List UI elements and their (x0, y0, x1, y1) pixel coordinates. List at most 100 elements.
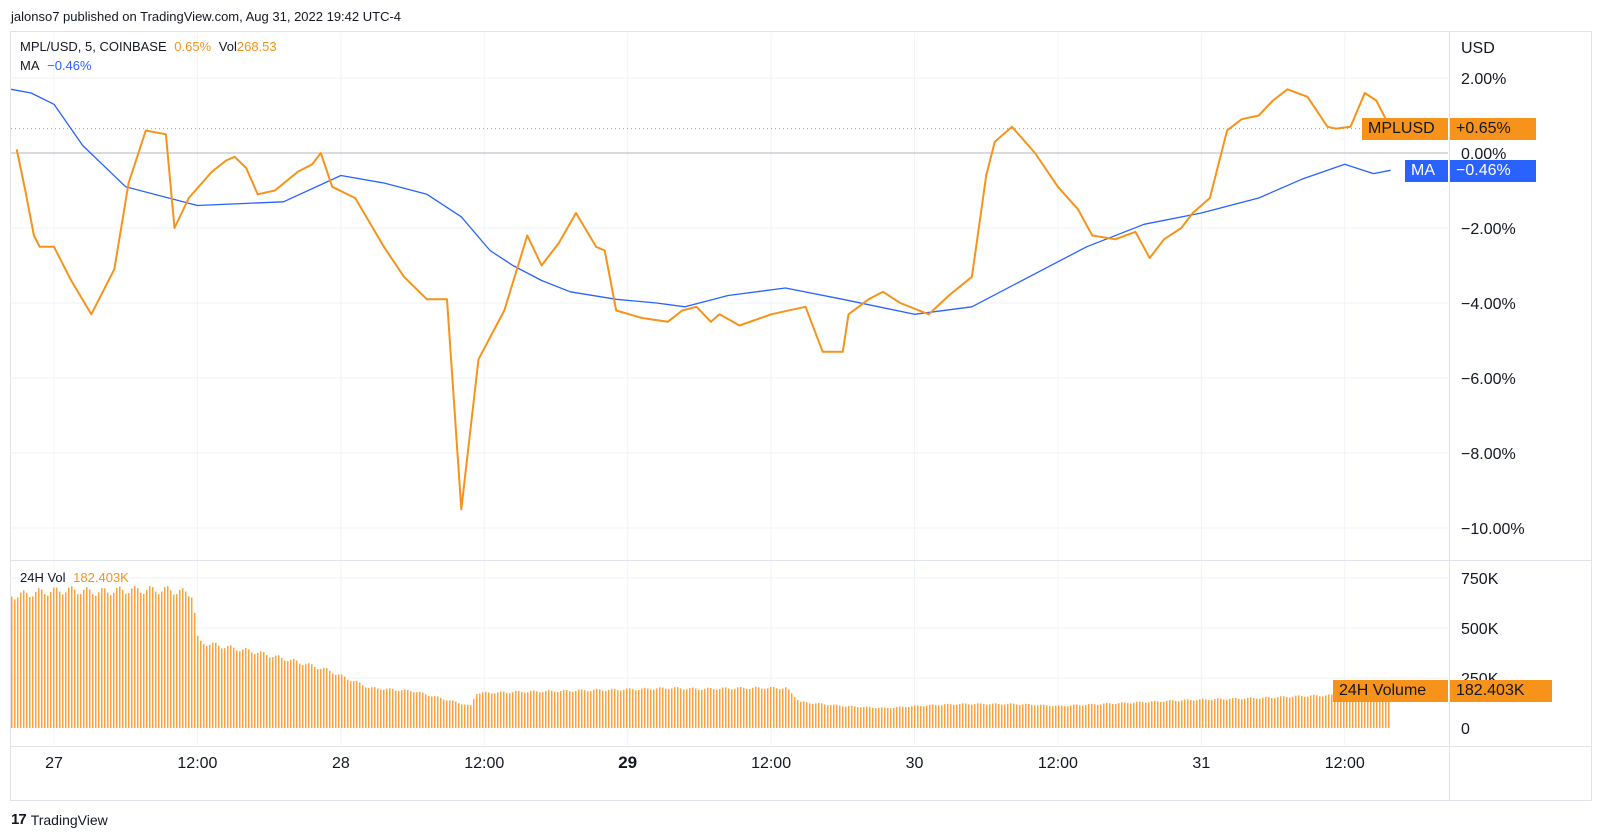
volume-bar (473, 699, 475, 728)
volume-bar (836, 704, 838, 728)
volume-bar (584, 690, 586, 728)
volume-bar (791, 693, 793, 728)
price-tick-label: −10.00% (1461, 521, 1525, 538)
volume-bar (710, 688, 712, 728)
volume-bar (794, 697, 796, 728)
legend-vol-label: Vol (218, 39, 237, 54)
volume-bar (872, 707, 874, 728)
volume-bar (1130, 703, 1132, 728)
tradingview-logo[interactable]: 17 TradingView (11, 811, 108, 828)
volume-bar (1262, 697, 1264, 728)
volume-bar (398, 691, 400, 728)
volume-bar (446, 700, 448, 728)
legend-symbol: MPL/USD, 5, COINBASE (20, 39, 167, 54)
volume-bar (167, 586, 169, 728)
volume-bar (110, 595, 112, 728)
price-tick-label: −6.00% (1461, 371, 1516, 388)
volume-bar (1379, 691, 1381, 728)
volume-bar (1247, 697, 1249, 728)
time-tick-label: 27 (45, 755, 63, 772)
volume-bar (1088, 704, 1090, 728)
volume-bar (383, 689, 385, 728)
volume-bar (746, 689, 748, 728)
volume-bar (242, 649, 244, 728)
volume-bar (506, 692, 508, 728)
volume-tick-label: 0 (1461, 721, 1470, 738)
time-tick-label: 12:00 (1038, 755, 1078, 772)
volume-bar (611, 688, 613, 728)
volume-bar (335, 674, 337, 728)
volume-bar (131, 588, 133, 728)
volume-bar (230, 645, 232, 728)
volume-bar (1310, 695, 1312, 728)
volume-bar (1136, 701, 1138, 728)
volume-bar (1280, 696, 1282, 728)
volume-bar (116, 587, 118, 728)
volume-bar (158, 594, 160, 728)
volume-bar (428, 695, 430, 728)
volume-bar (1229, 698, 1231, 728)
legend-change: 0.65% (174, 39, 212, 54)
volume-bar (1328, 694, 1330, 728)
volume-bar (833, 704, 835, 728)
volume-bar (419, 691, 421, 728)
volume-bar (476, 694, 478, 728)
volume-bar (566, 689, 568, 728)
volume-bar (683, 689, 685, 728)
volume-bar (1331, 694, 1333, 728)
volume-bar (1070, 705, 1072, 728)
volume-bar (914, 705, 916, 728)
volume-bar (1268, 697, 1270, 728)
volume-bar (1022, 704, 1024, 728)
volume-bar (1082, 705, 1084, 728)
volume-bar (1163, 701, 1165, 728)
volume-bar (1142, 702, 1144, 728)
volume-bar (572, 691, 574, 728)
volume-bar (392, 689, 394, 728)
volume-bar (827, 705, 829, 728)
volume-bar (206, 646, 208, 728)
volume-bar (17, 597, 19, 728)
volume-bar (299, 663, 301, 728)
volume-bar (548, 690, 550, 728)
volume-bar (845, 706, 847, 728)
volume-bar (881, 707, 883, 728)
volume-bar (1259, 698, 1261, 728)
price-series-tag: MPLUSD (1362, 118, 1448, 140)
ma-series-tag: MA (1405, 160, 1448, 182)
volume-bar (1010, 703, 1012, 728)
volume-bar (404, 689, 406, 728)
volume-bar (1313, 694, 1315, 728)
volume-bar (497, 692, 499, 728)
chart-frame[interactable] (10, 31, 1592, 801)
volume-bar (464, 704, 466, 728)
volume-bar (797, 699, 799, 728)
volume-bar (1097, 704, 1099, 728)
volume-bar (1157, 701, 1159, 728)
volume-bar (767, 688, 769, 728)
volume-bar (161, 591, 163, 728)
volume-bar (416, 692, 418, 728)
volume-bar (200, 640, 202, 728)
volume-bar (1265, 696, 1267, 728)
volume-bar (1238, 698, 1240, 728)
volume-bar (758, 687, 760, 728)
volume-bar (983, 704, 985, 728)
volume-bar (218, 645, 220, 728)
volume-bar (677, 687, 679, 728)
volume-bar (245, 648, 247, 728)
volume-bar (221, 648, 223, 728)
volume-bar (692, 687, 694, 728)
volume-bar (1388, 692, 1390, 728)
volume-bar (233, 647, 235, 728)
volume-bar (929, 704, 931, 728)
volume-bar (509, 693, 511, 728)
volume-bar (824, 704, 826, 728)
volume-bar (1226, 699, 1228, 728)
volume-bar (770, 686, 772, 728)
time-tick-label: 12:00 (464, 755, 504, 772)
volume-bar (1217, 698, 1219, 728)
volume-bar (80, 594, 82, 728)
volume-bar (95, 595, 97, 728)
